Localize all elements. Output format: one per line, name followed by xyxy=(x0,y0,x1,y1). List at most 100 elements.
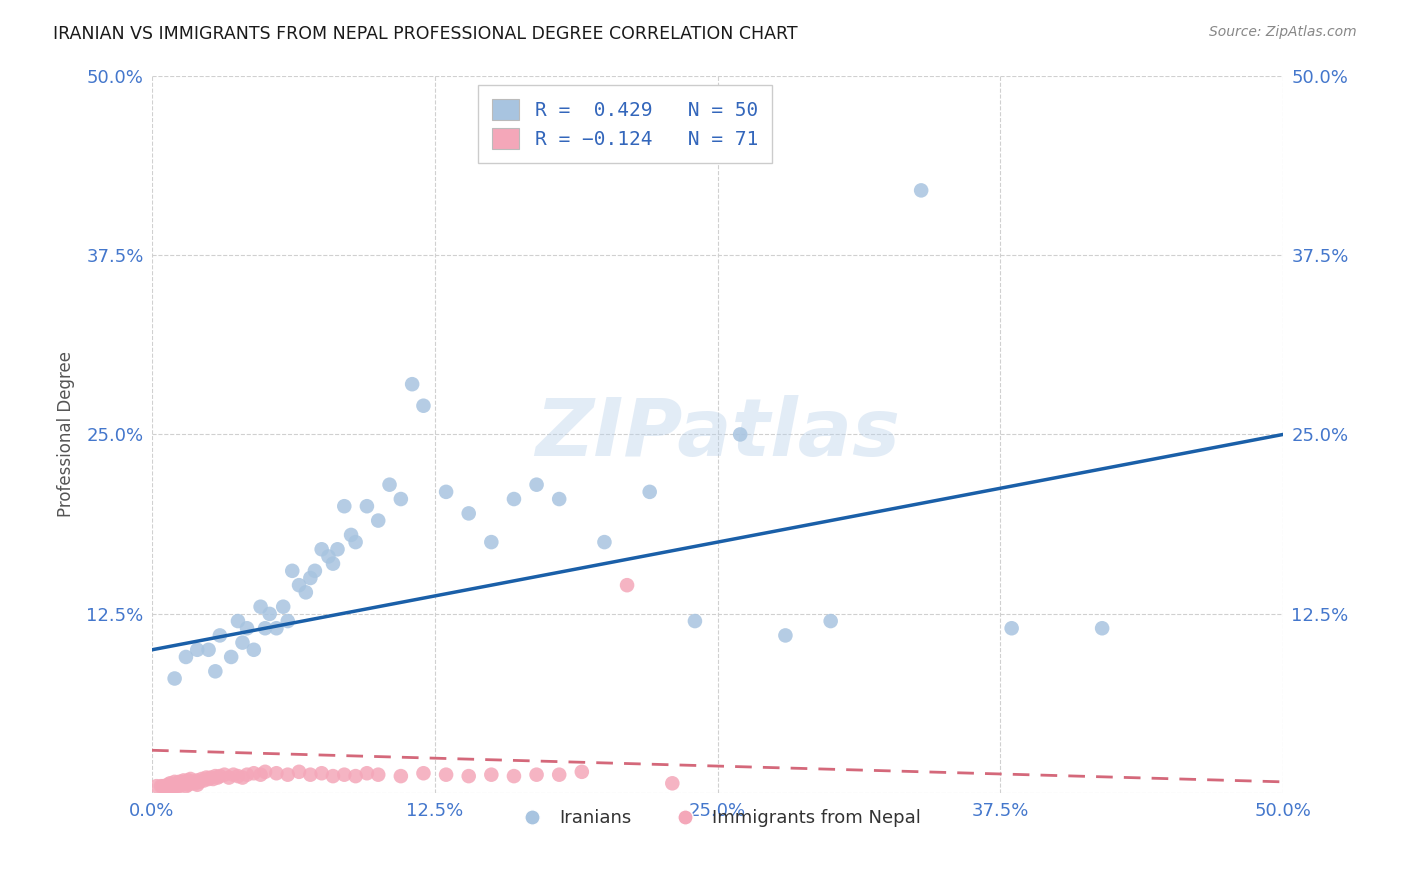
Point xyxy=(479,535,502,549)
Point xyxy=(389,769,412,783)
Point xyxy=(179,772,201,786)
Point xyxy=(200,771,222,785)
Point xyxy=(163,672,186,686)
Point xyxy=(174,775,197,789)
Point xyxy=(204,769,226,783)
Point xyxy=(299,571,322,585)
Point xyxy=(152,779,174,793)
Point xyxy=(208,628,231,642)
Point xyxy=(367,767,389,781)
Point xyxy=(412,399,434,413)
Point xyxy=(236,767,259,781)
Point xyxy=(434,767,457,781)
Point xyxy=(548,767,571,781)
Point xyxy=(243,766,266,780)
Point xyxy=(661,776,683,790)
Point xyxy=(254,621,277,635)
Point xyxy=(683,614,706,628)
Point xyxy=(288,578,311,592)
Point xyxy=(548,491,571,506)
Point xyxy=(266,621,288,635)
Point xyxy=(526,767,548,781)
Point xyxy=(322,769,344,783)
Point xyxy=(204,665,226,679)
Point xyxy=(174,779,197,793)
Point xyxy=(254,764,277,779)
Point xyxy=(191,772,214,786)
Y-axis label: Professional Degree: Professional Degree xyxy=(58,351,75,517)
Point xyxy=(197,642,219,657)
Point xyxy=(389,491,412,506)
Point xyxy=(163,779,186,793)
Point xyxy=(197,772,219,786)
Point xyxy=(156,780,179,795)
Point xyxy=(208,769,231,783)
Point xyxy=(170,778,193,792)
Point xyxy=(163,775,186,789)
Point xyxy=(177,778,200,792)
Point xyxy=(170,775,193,789)
Point xyxy=(356,766,378,780)
Point xyxy=(616,578,638,592)
Point xyxy=(281,564,304,578)
Point xyxy=(434,484,457,499)
Point xyxy=(173,776,195,790)
Point xyxy=(166,776,188,790)
Point xyxy=(184,776,207,790)
Point xyxy=(179,776,201,790)
Point xyxy=(326,542,349,557)
Point xyxy=(150,779,173,793)
Point xyxy=(288,764,311,779)
Point xyxy=(156,778,179,792)
Point xyxy=(322,557,344,571)
Text: Source: ZipAtlas.com: Source: ZipAtlas.com xyxy=(1209,25,1357,39)
Point xyxy=(457,507,479,521)
Point xyxy=(266,766,288,780)
Point xyxy=(243,642,266,657)
Point xyxy=(174,650,197,665)
Point xyxy=(202,772,225,786)
Point xyxy=(412,766,434,780)
Point xyxy=(159,779,181,793)
Point xyxy=(775,628,797,642)
Point xyxy=(271,599,294,614)
Point xyxy=(173,773,195,788)
Point xyxy=(503,769,526,783)
Point xyxy=(571,764,593,779)
Point xyxy=(344,769,367,783)
Point xyxy=(304,564,326,578)
Point xyxy=(155,782,177,797)
Point xyxy=(231,771,253,785)
Point xyxy=(195,771,218,785)
Point xyxy=(186,778,208,792)
Point xyxy=(503,491,526,506)
Point xyxy=(231,635,253,649)
Point xyxy=(378,477,401,491)
Point xyxy=(162,778,184,792)
Point xyxy=(166,779,188,793)
Point xyxy=(277,767,299,781)
Point xyxy=(155,779,177,793)
Point xyxy=(167,775,190,789)
Point xyxy=(356,500,378,514)
Point xyxy=(311,766,333,780)
Point xyxy=(295,585,318,599)
Point xyxy=(340,528,363,542)
Point xyxy=(728,427,751,442)
Point xyxy=(214,767,236,781)
Point xyxy=(1091,621,1114,635)
Point xyxy=(638,484,661,499)
Point xyxy=(186,773,208,788)
Point xyxy=(186,642,208,657)
Point xyxy=(820,614,842,628)
Point xyxy=(222,767,245,781)
Point xyxy=(177,773,200,788)
Point xyxy=(333,767,356,781)
Point xyxy=(1001,621,1024,635)
Point xyxy=(249,599,271,614)
Point xyxy=(226,614,249,628)
Point xyxy=(188,775,211,789)
Point xyxy=(277,614,299,628)
Point xyxy=(299,767,322,781)
Point xyxy=(401,377,423,392)
